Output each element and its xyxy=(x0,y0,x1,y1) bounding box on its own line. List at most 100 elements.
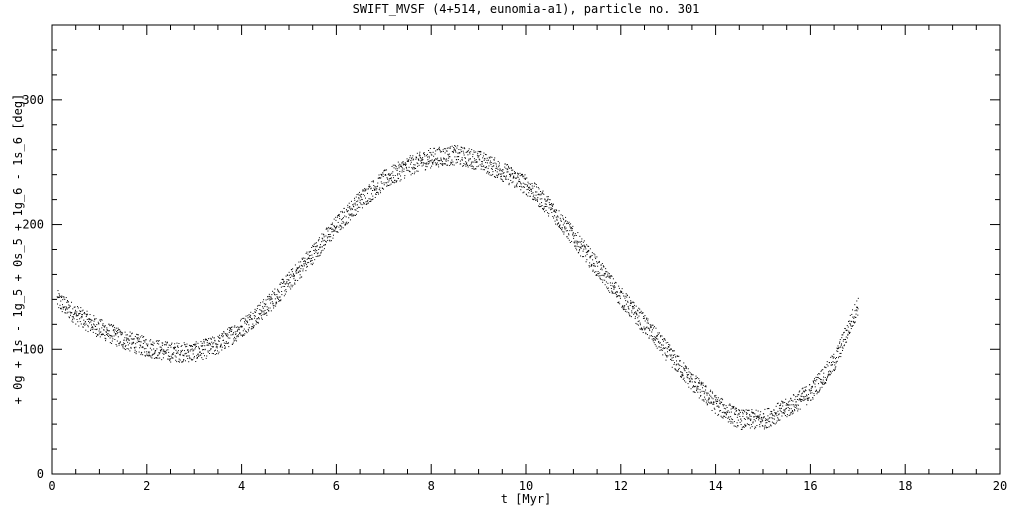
data-point xyxy=(501,178,503,180)
data-point xyxy=(494,170,496,172)
data-point xyxy=(560,220,562,222)
data-point xyxy=(535,191,537,193)
data-point xyxy=(498,173,500,175)
data-point xyxy=(223,339,225,341)
data-point xyxy=(266,306,268,308)
data-point xyxy=(854,310,856,312)
data-point xyxy=(264,313,266,315)
data-point xyxy=(299,270,301,272)
data-point xyxy=(570,228,572,230)
data-point xyxy=(181,361,183,363)
data-point xyxy=(242,317,244,319)
data-point xyxy=(374,186,376,188)
data-point xyxy=(804,386,806,388)
data-point xyxy=(549,204,551,206)
data-point xyxy=(333,225,335,227)
data-point xyxy=(673,363,675,365)
data-point xyxy=(342,227,344,229)
data-point xyxy=(834,364,836,366)
data-point xyxy=(849,314,851,316)
data-point xyxy=(789,414,791,416)
data-point xyxy=(829,374,831,376)
data-point xyxy=(347,222,349,224)
data-point xyxy=(128,339,130,341)
data-point xyxy=(408,159,410,161)
data-point xyxy=(835,366,837,368)
data-point xyxy=(428,162,430,164)
data-point xyxy=(354,214,356,216)
data-point xyxy=(201,357,203,359)
data-point xyxy=(92,331,94,333)
data-point xyxy=(110,335,112,337)
data-point xyxy=(72,318,74,320)
data-point xyxy=(257,318,259,320)
data-point xyxy=(283,280,285,282)
data-point xyxy=(262,314,264,316)
data-point xyxy=(393,182,395,184)
data-point xyxy=(780,411,782,412)
data-point xyxy=(538,188,540,190)
data-point xyxy=(287,282,289,284)
data-point xyxy=(652,340,654,342)
data-point xyxy=(744,423,746,425)
data-point xyxy=(718,413,720,415)
data-point xyxy=(254,317,256,319)
data-point xyxy=(625,303,627,305)
data-point xyxy=(151,357,153,359)
data-point xyxy=(824,376,826,378)
data-point xyxy=(460,149,462,151)
data-point xyxy=(631,310,633,312)
data-point xyxy=(728,416,730,418)
data-point xyxy=(831,355,833,357)
data-point xyxy=(174,343,176,345)
data-point xyxy=(542,193,544,195)
data-point xyxy=(232,343,234,345)
data-point xyxy=(499,173,501,175)
data-point xyxy=(108,323,110,325)
data-point xyxy=(817,391,819,393)
data-point xyxy=(745,409,747,411)
data-point xyxy=(851,313,853,315)
data-point xyxy=(718,399,720,401)
data-point xyxy=(678,369,680,371)
data-point xyxy=(815,389,817,391)
data-point xyxy=(545,200,547,202)
data-point xyxy=(600,279,602,281)
x-tick-label: 10 xyxy=(519,479,533,493)
data-point xyxy=(508,182,510,184)
data-point xyxy=(332,228,334,230)
data-point xyxy=(610,275,612,277)
data-point xyxy=(532,198,534,200)
data-point xyxy=(803,396,805,398)
data-point xyxy=(715,394,717,396)
data-point xyxy=(318,239,320,241)
data-point xyxy=(723,411,725,413)
data-point xyxy=(79,312,81,314)
data-point xyxy=(210,348,212,350)
data-point xyxy=(447,154,449,156)
data-point xyxy=(630,316,632,318)
data-point xyxy=(125,340,127,342)
data-point xyxy=(630,300,632,302)
data-point xyxy=(658,332,660,334)
data-point xyxy=(365,189,367,191)
data-point xyxy=(423,152,425,154)
data-point xyxy=(680,371,682,373)
data-point xyxy=(526,194,528,196)
data-point xyxy=(614,292,616,294)
data-point xyxy=(416,162,418,164)
data-point xyxy=(689,381,691,383)
data-point xyxy=(781,415,783,417)
data-point xyxy=(803,399,805,401)
data-point xyxy=(325,235,327,237)
data-point xyxy=(486,159,488,161)
data-point xyxy=(450,163,452,165)
data-point xyxy=(430,167,432,169)
data-point xyxy=(803,397,805,399)
data-point xyxy=(655,336,657,338)
data-point xyxy=(78,313,80,315)
data-point xyxy=(541,198,543,200)
data-point xyxy=(383,184,385,186)
data-point xyxy=(576,243,578,245)
